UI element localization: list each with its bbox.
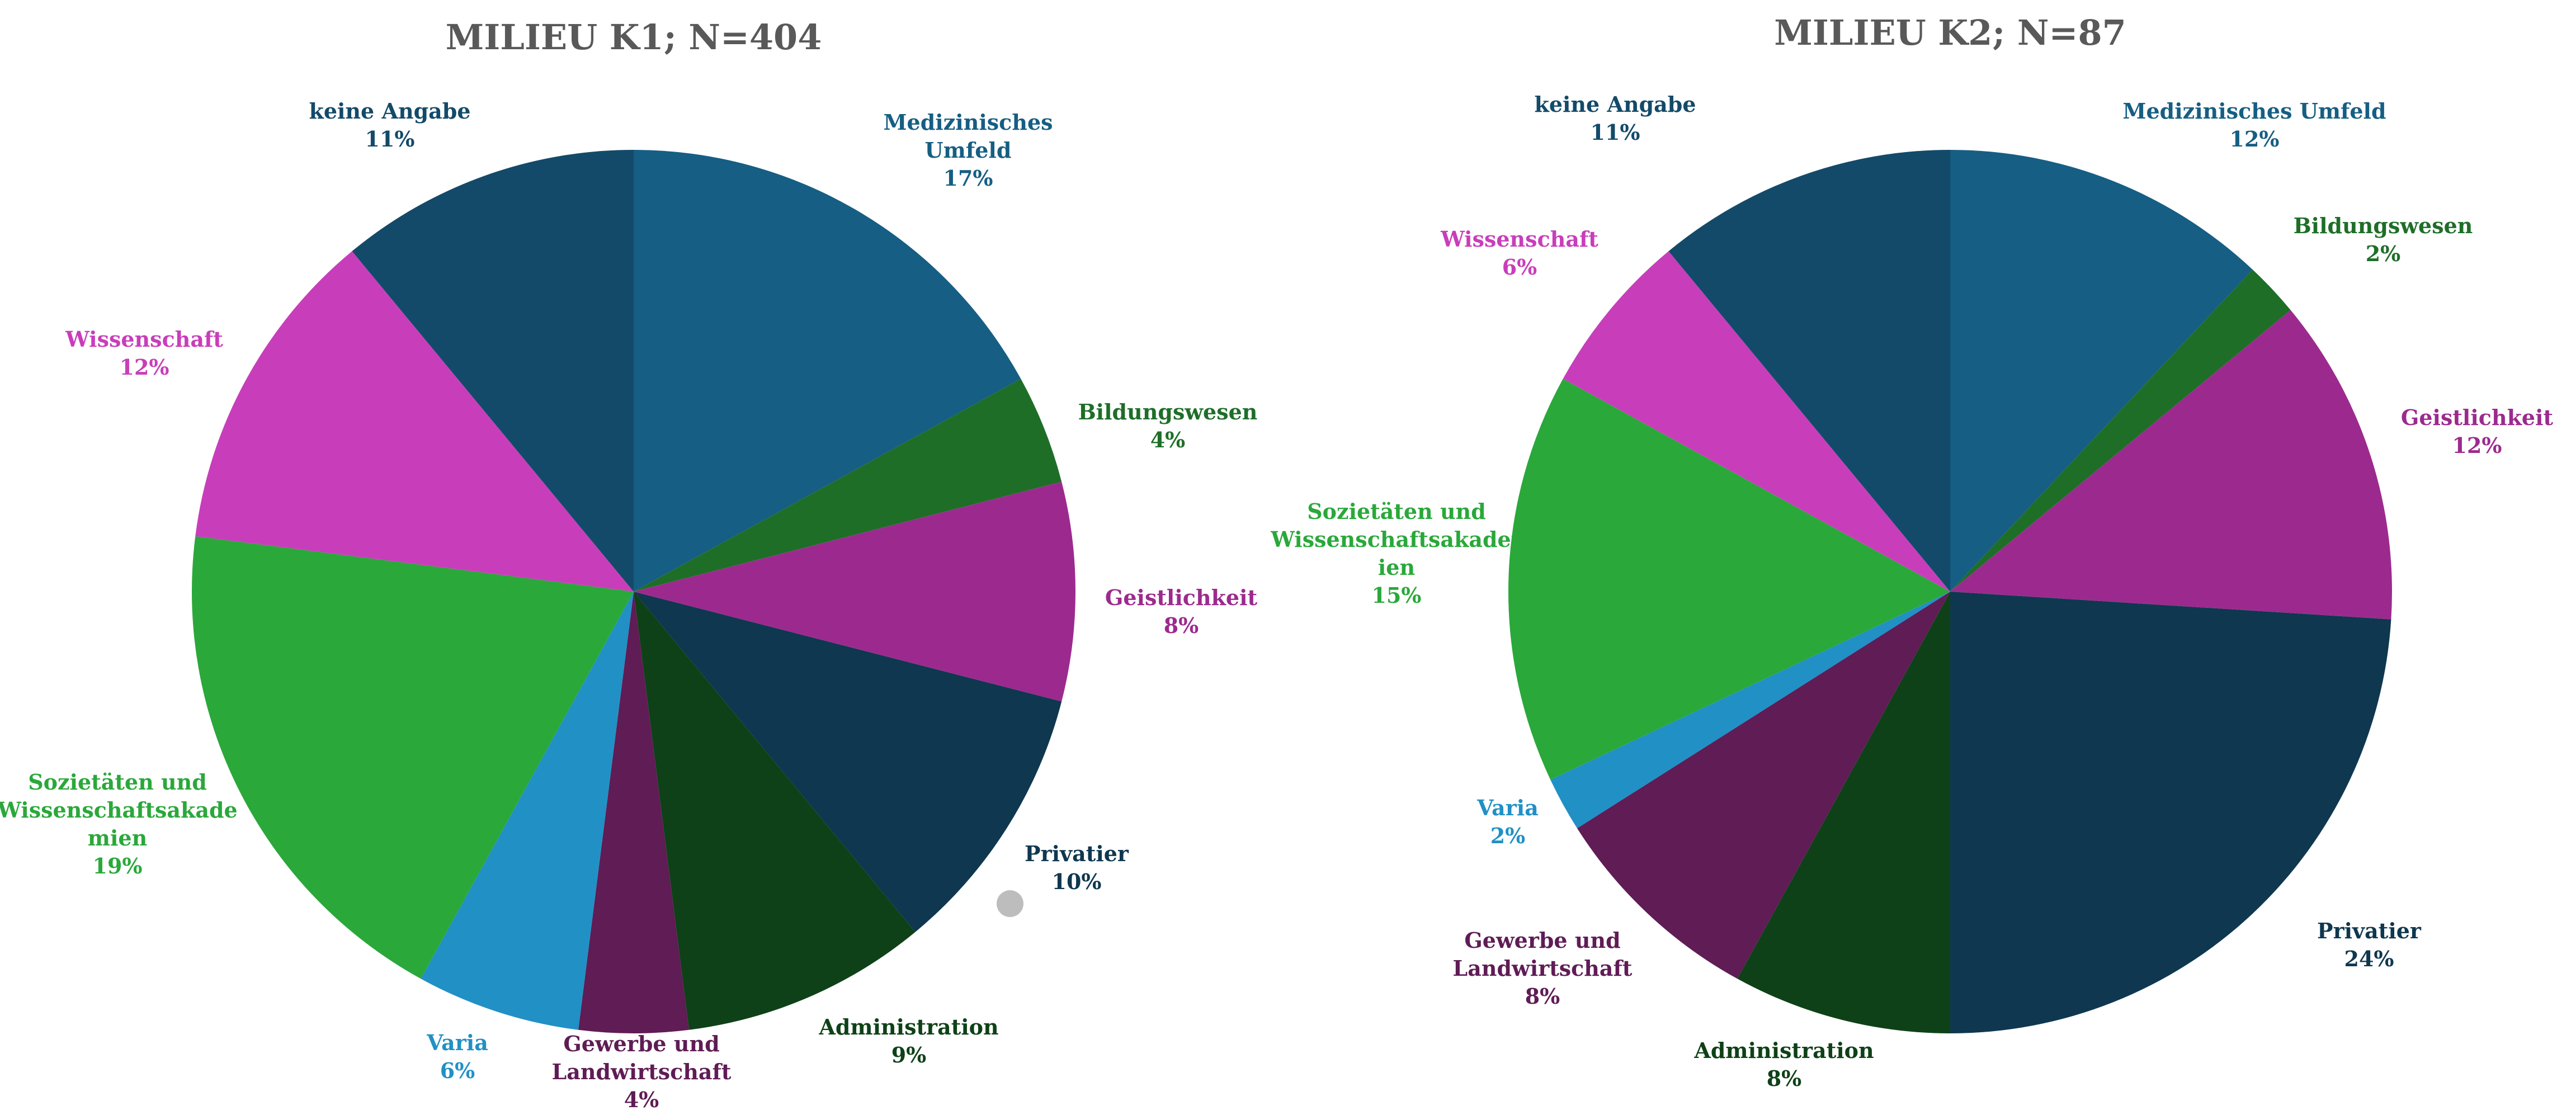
pie-slice-sozietaeten-und-wissenschaftsakademien <box>192 536 634 979</box>
data-label-category: Medizinisches <box>883 110 1053 135</box>
pie-chart-k1: MILIEU K1; N=404 Medizinisches Umfeld 17% B… <box>0 17 1258 1112</box>
pie-slices-k1 <box>192 150 1076 1033</box>
data-label-category: Bildungswesen <box>2294 213 2473 238</box>
data-label-administration: Administration 8% <box>1693 1038 1874 1091</box>
data-label-value: 12% <box>120 355 169 380</box>
data-label-category: Umfeld <box>925 138 1012 163</box>
data-label-value: 8% <box>1164 613 1199 638</box>
data-label-bildungswesen: Bildungswesen 4% <box>1078 399 1258 452</box>
pie-slice-administration <box>634 592 916 1030</box>
data-label-value: 8% <box>1525 984 1560 1009</box>
data-label-category: Administration <box>818 1014 998 1040</box>
data-label-category: Medizinisches Umfeld <box>2122 98 2386 124</box>
pie-labels-k1: Medizinisches Umfeld 17% Bildungswesen 4% Gei… <box>0 98 1258 1112</box>
pie-slice-privatier <box>634 592 1062 932</box>
data-label-value: 2% <box>2366 241 2401 266</box>
data-label-category: Bildungswesen <box>1078 399 1258 424</box>
data-label-value: 4% <box>1150 427 1186 452</box>
data-label-gewerbe-und-landwirtschaft: Gewerbe und Landwirtschaft 8% <box>1453 928 1633 1009</box>
data-label-value: 9% <box>891 1042 927 1067</box>
data-label-category: Varia <box>426 1030 488 1055</box>
pie-slice-gewerbe-und-landwirtschaft <box>578 592 690 1033</box>
data-label-value: 4% <box>624 1087 659 1112</box>
data-label-category: Gewerbe und <box>1464 928 1620 953</box>
pie-slice-medizinisches-umfeld <box>634 150 1021 592</box>
data-label-medizinisches-umfeld: Medizinisches Umfeld 12% <box>2122 98 2386 152</box>
pie-slice-administration <box>1737 592 1950 1034</box>
data-label-category: Landwirtschaft <box>552 1059 732 1084</box>
data-label-category: mien <box>88 825 147 851</box>
pie-slice-gewerbe-und-landwirtschaft <box>1577 592 1950 979</box>
data-label-category: Landwirtschaft <box>1453 956 1633 981</box>
pie-slice-keine-angabe <box>1668 150 1950 592</box>
pie-slices-k2 <box>1508 150 2392 1034</box>
data-label-category: Wissenschaft <box>1440 226 1598 252</box>
data-label-wissenschaft: Wissenschaft 12% <box>65 327 223 380</box>
data-label-category: Sozietäten und <box>1307 499 1486 524</box>
pie-slice-medizinisches-umfeld <box>1950 150 2253 592</box>
data-label-wissenschaft: Wissenschaft 6% <box>1440 226 1598 280</box>
data-label-category: Varia <box>1476 795 1539 820</box>
pie-slice-varia <box>1550 592 1950 829</box>
data-label-value: 11% <box>365 126 415 152</box>
data-label-privatier: Privatier 24% <box>2317 918 2422 971</box>
data-label-category: keine Angabe <box>309 98 470 124</box>
data-label-category: Geistlichkeit <box>1105 585 1258 610</box>
data-label-keine-angabe: keine Angabe 11% <box>309 98 470 152</box>
data-label-bildungswesen: Bildungswesen 2% <box>2294 213 2473 266</box>
pie-slice-sozietaeten-und-wissenschaftsakademien <box>1508 379 1950 780</box>
data-label-value: 12% <box>2230 126 2280 152</box>
chart-title-k1: MILIEU K1; N=404 <box>446 17 822 58</box>
data-label-value: 8% <box>1767 1066 1802 1091</box>
data-label-gewerbe-und-landwirtschaft: Gewerbe und Landwirtschaft 4% <box>552 1031 732 1112</box>
data-label-varia: Varia 2% <box>1476 795 1539 848</box>
data-label-value: 11% <box>1591 120 1640 145</box>
data-label-value: 17% <box>943 166 993 191</box>
chart-title-k2: MILIEU K2; N=87 <box>1774 12 2126 53</box>
data-label-value: 2% <box>1490 823 1526 848</box>
data-label-privatier: Privatier 10% <box>1025 841 1129 894</box>
data-label-category: Privatier <box>1025 841 1129 866</box>
selection-handle[interactable] <box>997 890 1023 917</box>
pie-slice-bildungswesen <box>634 379 1062 592</box>
data-label-value: 12% <box>2452 433 2502 458</box>
pie-labels-k2: Medizinisches Umfeld 12%Bildungswesen 2%Ge… <box>1270 92 2553 1091</box>
data-label-administration: Administration 9% <box>818 1014 998 1067</box>
data-label-value: 6% <box>440 1058 475 1083</box>
data-label-category: Wissenschaft <box>65 327 223 352</box>
data-label-category: ien <box>1378 555 1415 580</box>
pie-slice-wissenschaft <box>1563 251 1950 592</box>
data-label-value: 10% <box>1052 869 1102 894</box>
data-label-value: 24% <box>2344 946 2394 971</box>
data-label-geistlichkeit: Geistlichkeit 8% <box>1105 585 1258 638</box>
data-label-category: Geistlichkeit <box>2401 405 2554 430</box>
data-label-value: 6% <box>1502 254 1537 280</box>
data-label-sozietaeten-und-wissenschaftsakademien: Sozietäten und Wissenschaftsakade mien 19% <box>0 769 238 878</box>
data-label-value: 19% <box>93 853 143 878</box>
data-label-medizinisches-umfeld: Medizinisches Umfeld 17% <box>883 110 1053 191</box>
pie-slice-bildungswesen <box>1950 270 2291 592</box>
data-label-category: Gewerbe und <box>563 1031 719 1056</box>
pie-slice-wissenschaft <box>195 251 634 592</box>
pie-slice-geistlichkeit <box>1950 310 2392 620</box>
data-label-varia: Varia 6% <box>426 1030 488 1083</box>
data-label-value: 15% <box>1372 583 1422 608</box>
pie-chart-k2: MILIEU K2; N=87 Medizinisches Umfeld 12%B… <box>1270 12 2553 1091</box>
data-label-category: Administration <box>1693 1038 1874 1063</box>
pie-slice-varia <box>421 592 634 1030</box>
pie-slice-privatier <box>1950 592 2391 1033</box>
data-label-geistlichkeit: Geistlichkeit 12% <box>2401 405 2554 458</box>
pie-slice-keine-angabe <box>352 150 634 592</box>
pie-slice-geistlichkeit <box>634 481 1076 702</box>
data-label-category: Privatier <box>2317 918 2422 943</box>
data-label-keine-angabe: keine Angabe 11% <box>1534 92 1696 145</box>
data-label-category: keine Angabe <box>1534 92 1696 117</box>
data-label-sozietaeten-und-wissenschaftsakademien: Sozietäten und Wissenschaftsakader ien 15% <box>1270 499 1522 608</box>
data-label-category: Wissenschaftsakade <box>0 797 238 823</box>
data-label-category: Sozietäten und <box>28 769 207 795</box>
data-label-category: Wissenschaftsakader <box>1270 527 1522 552</box>
